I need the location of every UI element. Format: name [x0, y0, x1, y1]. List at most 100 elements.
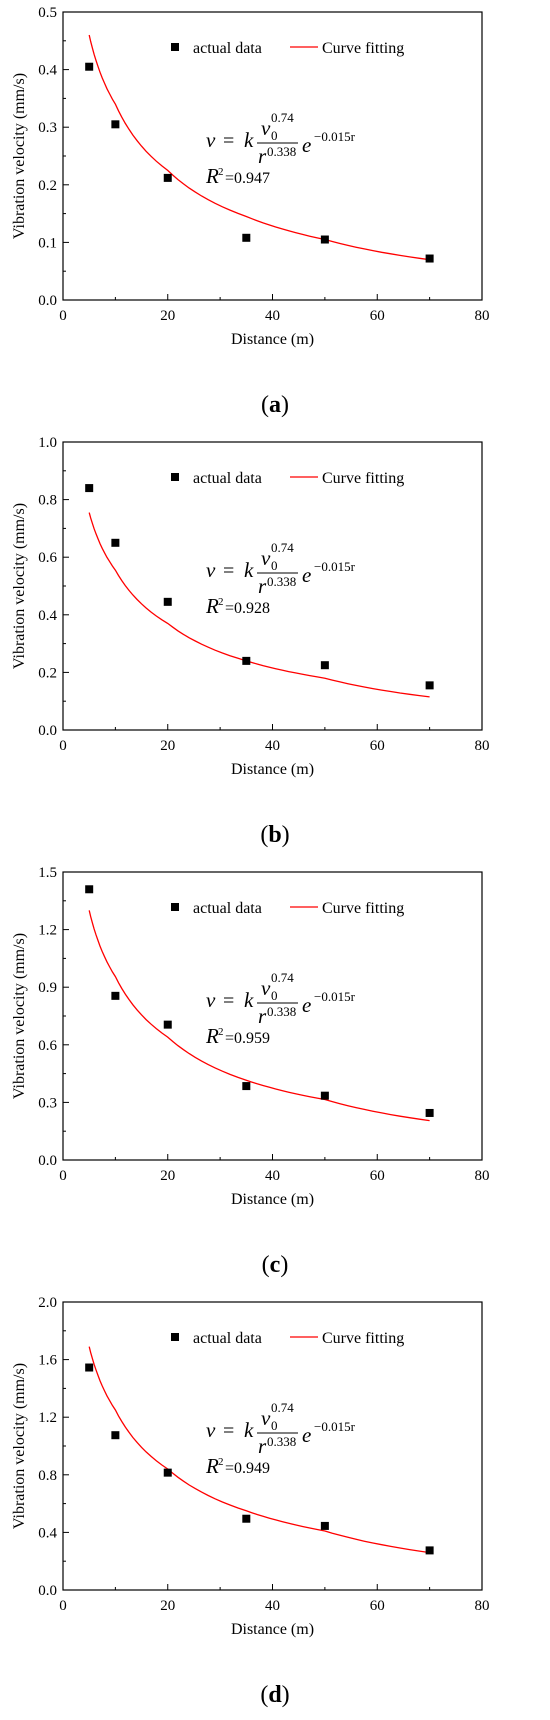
eq-v: v — [206, 558, 216, 582]
r2-superscript: 2 — [218, 1456, 224, 1468]
eq-num-base: v — [261, 546, 271, 570]
r2-label: R — [205, 164, 219, 188]
x-tick-label: 80 — [475, 1168, 490, 1184]
y-tick-label: 0.0 — [38, 1583, 57, 1599]
y-tick-label: 0.1 — [38, 235, 57, 251]
eq-den-exp: 0.338 — [267, 1434, 296, 1449]
legend-label-actual: actual data — [193, 1330, 262, 1347]
legend-label-actual: actual data — [193, 470, 262, 487]
y-tick-label: 0.8 — [38, 493, 57, 509]
x-tick-label: 60 — [370, 1168, 385, 1184]
legend-label-fit: Curve fitting — [322, 1330, 404, 1347]
y-tick-label: 1.6 — [38, 1353, 57, 1369]
data-point — [163, 1468, 172, 1477]
eq-num-sub: 0 — [271, 1418, 278, 1433]
data-point — [320, 1521, 329, 1530]
fitted-curve — [88, 910, 430, 1122]
eq-den-base: r — [258, 144, 267, 168]
eq-k: k — [244, 988, 254, 1012]
legend-label-fit: Curve fitting — [322, 40, 404, 57]
eq-k: k — [244, 128, 254, 152]
eq-den-exp: 0.338 — [267, 1004, 296, 1019]
data-point — [163, 173, 172, 182]
panel-label-c: c — [269, 1252, 281, 1278]
x-tick-label: 40 — [265, 1168, 280, 1184]
chart-panel-d: 0 20 40 60 80 0.0 0.4 0.8 1.2 1.6 2.0 Distance (m) V… — [0, 1290, 550, 1720]
x-tick-label: 0 — [59, 308, 67, 324]
x-tick-label: 60 — [370, 738, 385, 754]
y-tick-label: 0.0 — [38, 1153, 57, 1169]
r2-value: =0.947 — [225, 170, 270, 187]
data-point — [85, 885, 94, 894]
eq-e: e — [302, 1423, 311, 1447]
r2-label: R — [205, 594, 219, 618]
y-tick-label: 0.3 — [38, 1095, 57, 1111]
eq-v: v — [206, 128, 216, 152]
data-point — [242, 1082, 251, 1091]
eq-e-exp: −0.015r — [314, 129, 356, 144]
data-point — [320, 235, 329, 244]
x-tick-label: 80 — [475, 308, 490, 324]
fitted-curve — [88, 512, 430, 698]
eq-k: k — [244, 1418, 254, 1442]
x-tick-label: 20 — [160, 1168, 175, 1184]
chart-panel-b: 0 20 40 60 80 0.0 0.2 0.4 0.6 0.8 1.0 Distance (m) V… — [0, 430, 550, 860]
data-point — [111, 1431, 120, 1440]
eq-den-base: r — [258, 1004, 267, 1028]
eq-e: e — [302, 993, 311, 1017]
r2-superscript: 2 — [218, 1026, 224, 1038]
eq-num-base: v — [261, 116, 271, 140]
eq-v: v — [206, 988, 216, 1012]
eq-equals: = — [223, 560, 234, 582]
x-tick-label: 20 — [160, 738, 175, 754]
chart-panel-a: 0 20 40 60 80 0.0 0.1 0.2 0.3 0.4 0.5 Distance (m) V… — [0, 0, 550, 430]
panel-caption-c: (c) — [261, 1252, 289, 1278]
r2-value: =0.949 — [225, 1460, 270, 1477]
fit-equation: v = k v 00.74r 0.338 e −0.015r — [206, 540, 356, 598]
r2-value: =0.928 — [225, 600, 270, 617]
y-tick-label: 0.6 — [38, 1038, 57, 1054]
eq-equals: = — [223, 990, 234, 1012]
x-tick-label: 80 — [475, 738, 490, 754]
eq-k: k — [244, 558, 254, 582]
data-point — [242, 1514, 251, 1523]
y-axis-label: Vibration velocity (mm/s) — [11, 73, 28, 239]
y-tick-label: 0.4 — [38, 63, 57, 79]
data-point — [111, 991, 120, 1000]
x-tick-label: 60 — [370, 1598, 385, 1614]
x-axis-label: Distance (m) — [231, 761, 314, 778]
data-point — [425, 1546, 434, 1555]
legend-label-fit: Curve fitting — [322, 470, 404, 487]
eq-v: v — [206, 1418, 216, 1442]
data-point — [425, 1108, 434, 1117]
y-tick-label: 0.5 — [38, 5, 57, 21]
eq-e-exp: −0.015r — [314, 559, 356, 574]
chart-panel-c: 0 20 40 60 80 0.0 0.3 0.6 0.9 1.2 1.5 Distance (m) V… — [0, 860, 550, 1290]
y-tick-label: 1.5 — [38, 865, 57, 881]
data-point — [163, 1020, 172, 1029]
legend-label-actual: actual data — [193, 40, 262, 57]
eq-den-base: r — [258, 1434, 267, 1458]
data-point — [85, 1363, 94, 1372]
r2-superscript: 2 — [218, 596, 224, 608]
eq-e: e — [302, 563, 311, 587]
data-point — [320, 661, 329, 670]
r2-superscript: 2 — [218, 166, 224, 178]
fit-equation: v = k v 00.74r 0.338 e −0.015r — [206, 1400, 356, 1458]
y-axis-label: Vibration velocity (mm/s) — [11, 1363, 28, 1529]
data-point — [425, 254, 434, 263]
x-tick-label: 40 — [265, 308, 280, 324]
y-tick-label: 1.0 — [38, 435, 57, 451]
y-tick-label: 2.0 — [38, 1295, 57, 1311]
eq-num-exp: 0.74 — [271, 1400, 294, 1415]
legend-label-fit: Curve fitting — [322, 900, 404, 917]
data-point — [111, 120, 120, 129]
panel-caption-b: (b) — [260, 822, 290, 848]
panel-label-a: a — [269, 392, 281, 418]
x-tick-label: 40 — [265, 1598, 280, 1614]
legend-marker-actual — [171, 903, 179, 911]
x-tick-label: 20 — [160, 1598, 175, 1614]
x-axis-label: Distance (m) — [231, 331, 314, 348]
